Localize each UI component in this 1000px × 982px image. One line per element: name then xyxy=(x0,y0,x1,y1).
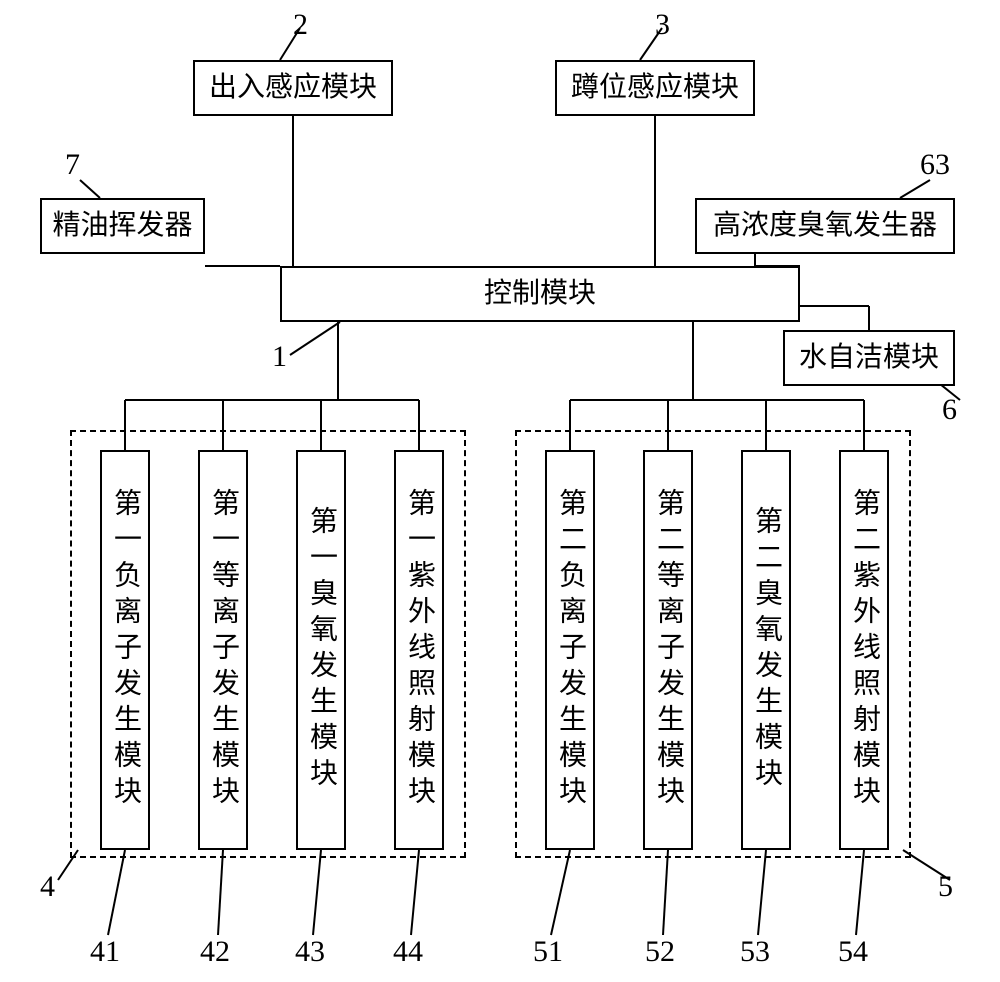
oil-diffuser-box: 精油挥发器 xyxy=(40,198,205,254)
ref-label-41: 41 xyxy=(90,935,120,969)
module-44-box: 第一紫外线照射模块 xyxy=(394,450,444,850)
ref-label-3: 3 xyxy=(655,8,670,42)
ref-label-54: 54 xyxy=(838,935,868,969)
squat-sensor-box: 蹲位感应模块 xyxy=(555,60,755,116)
oil-diffuser-label: 精油挥发器 xyxy=(52,209,192,243)
diagram-canvas: 控制模块 出入感应模块 蹲位感应模块 精油挥发器 高浓度臭氧发生器 水自洁模块 … xyxy=(0,0,1000,982)
module-41-label: 第一负离子发生模块 xyxy=(111,488,139,812)
module-54-label: 第二紫外线照射模块 xyxy=(850,488,878,812)
ref-label-43: 43 xyxy=(295,935,325,969)
entry-sensor-label: 出入感应模块 xyxy=(209,71,377,105)
module-52-box: 第二等离子发生模块 xyxy=(643,450,693,850)
control-module-box: 控制模块 xyxy=(280,266,800,322)
module-51-label: 第二负离子发生模块 xyxy=(556,488,584,812)
ref-label-4: 4 xyxy=(40,870,55,904)
control-module-label: 控制模块 xyxy=(484,277,596,311)
ref-label-53: 53 xyxy=(740,935,770,969)
ozone-generator-box: 高浓度臭氧发生器 xyxy=(695,198,955,254)
module-43-box: 第一臭氧发生模块 xyxy=(296,450,346,850)
water-clean-label: 水自洁模块 xyxy=(799,341,939,375)
ref-label-2: 2 xyxy=(293,8,308,42)
ref-label-52: 52 xyxy=(645,935,675,969)
module-52-label: 第二等离子发生模块 xyxy=(654,488,682,812)
ref-label-63: 63 xyxy=(920,148,950,182)
module-44-label: 第一紫外线照射模块 xyxy=(405,488,433,812)
module-41-box: 第一负离子发生模块 xyxy=(100,450,150,850)
ref-label-1: 1 xyxy=(272,340,287,374)
module-42-box: 第一等离子发生模块 xyxy=(198,450,248,850)
module-51-box: 第二负离子发生模块 xyxy=(545,450,595,850)
ref-label-6: 6 xyxy=(942,393,957,427)
water-clean-box: 水自洁模块 xyxy=(783,330,955,386)
module-54-box: 第二紫外线照射模块 xyxy=(839,450,889,850)
ref-label-44: 44 xyxy=(393,935,423,969)
module-53-label: 第二臭氧发生模块 xyxy=(752,506,780,794)
ref-label-7: 7 xyxy=(65,148,80,182)
ref-label-51: 51 xyxy=(533,935,563,969)
module-43-label: 第一臭氧发生模块 xyxy=(307,506,335,794)
module-42-label: 第一等离子发生模块 xyxy=(209,488,237,812)
entry-sensor-box: 出入感应模块 xyxy=(193,60,393,116)
ref-label-5: 5 xyxy=(938,870,953,904)
module-53-box: 第二臭氧发生模块 xyxy=(741,450,791,850)
ref-label-42: 42 xyxy=(200,935,230,969)
ozone-generator-label: 高浓度臭氧发生器 xyxy=(713,209,937,243)
squat-sensor-label: 蹲位感应模块 xyxy=(571,71,739,105)
